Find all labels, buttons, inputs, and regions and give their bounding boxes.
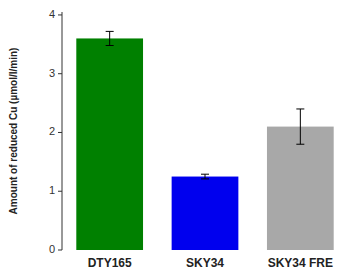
- y-axis-label: Amount of reduced Cu (µmol/l/min): [8, 48, 19, 215]
- error-bar: [296, 109, 304, 144]
- y-tick: [58, 250, 62, 251]
- x-tick-label: SKY34 FRE: [268, 256, 333, 270]
- bar: [172, 177, 239, 250]
- y-tick-label: 1: [49, 184, 55, 196]
- bar: [267, 127, 334, 250]
- marks: [76, 31, 333, 250]
- chart: 0 1 2 3 4 DTY165 SKY34 SKY34 FRE Amount of reduc…: [0, 0, 358, 280]
- y-axis: 0 1 2 3 4: [49, 8, 62, 255]
- y-axis-line: [62, 12, 63, 250]
- y-tick: [58, 14, 62, 15]
- y-tick: [58, 191, 62, 192]
- bar: [76, 38, 143, 250]
- y-tick: [58, 132, 62, 133]
- y-tick-label: 4: [49, 8, 55, 20]
- y-tick-label: 2: [49, 125, 55, 137]
- x-tick-label: DTY165: [88, 256, 132, 270]
- x-tick-label: SKY34: [186, 256, 224, 270]
- y-tick-label: 3: [49, 67, 55, 79]
- page: {"chart_data": {"type": "bar", "categori…: [0, 0, 358, 280]
- y-tick-label: 0: [49, 243, 55, 255]
- error-bar: [201, 174, 209, 179]
- x-axis: DTY165 SKY34 SKY34 FRE: [88, 256, 333, 270]
- error-bar: [106, 31, 114, 45]
- y-tick: [58, 73, 62, 74]
